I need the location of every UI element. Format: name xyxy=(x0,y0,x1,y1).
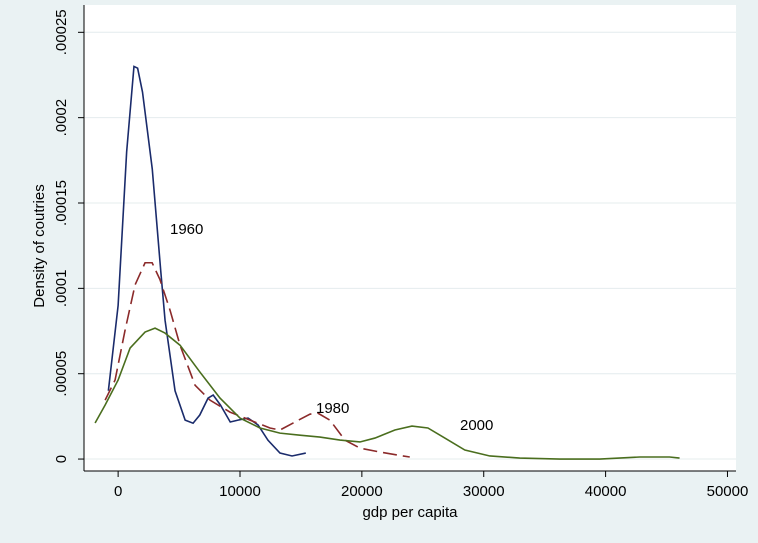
y-tick-label: .00025 xyxy=(53,9,70,55)
y-tick-label: .00005 xyxy=(53,351,70,397)
x-tick-label: 40000 xyxy=(585,483,627,500)
y-tick-label: 0 xyxy=(53,455,70,463)
series-label: 1980 xyxy=(316,400,349,417)
x-tick-label: 0 xyxy=(114,483,122,500)
y-tick-label: .0002 xyxy=(53,99,70,137)
y-tick-label: .0001 xyxy=(53,270,70,308)
x-tick-label: 20000 xyxy=(341,483,383,500)
series-label: 1960 xyxy=(170,221,203,238)
x-axis-title: gdp per capita xyxy=(362,504,458,521)
x-tick-label: 50000 xyxy=(707,483,749,500)
x-tick-label: 10000 xyxy=(219,483,261,500)
series-label: 2000 xyxy=(460,417,493,434)
x-tick-label: 30000 xyxy=(463,483,505,500)
plot-area xyxy=(84,5,736,471)
density-line xyxy=(94,327,680,460)
y-axis-title: Density of coutries xyxy=(31,184,48,307)
y-tick-label: .00015 xyxy=(53,180,70,226)
